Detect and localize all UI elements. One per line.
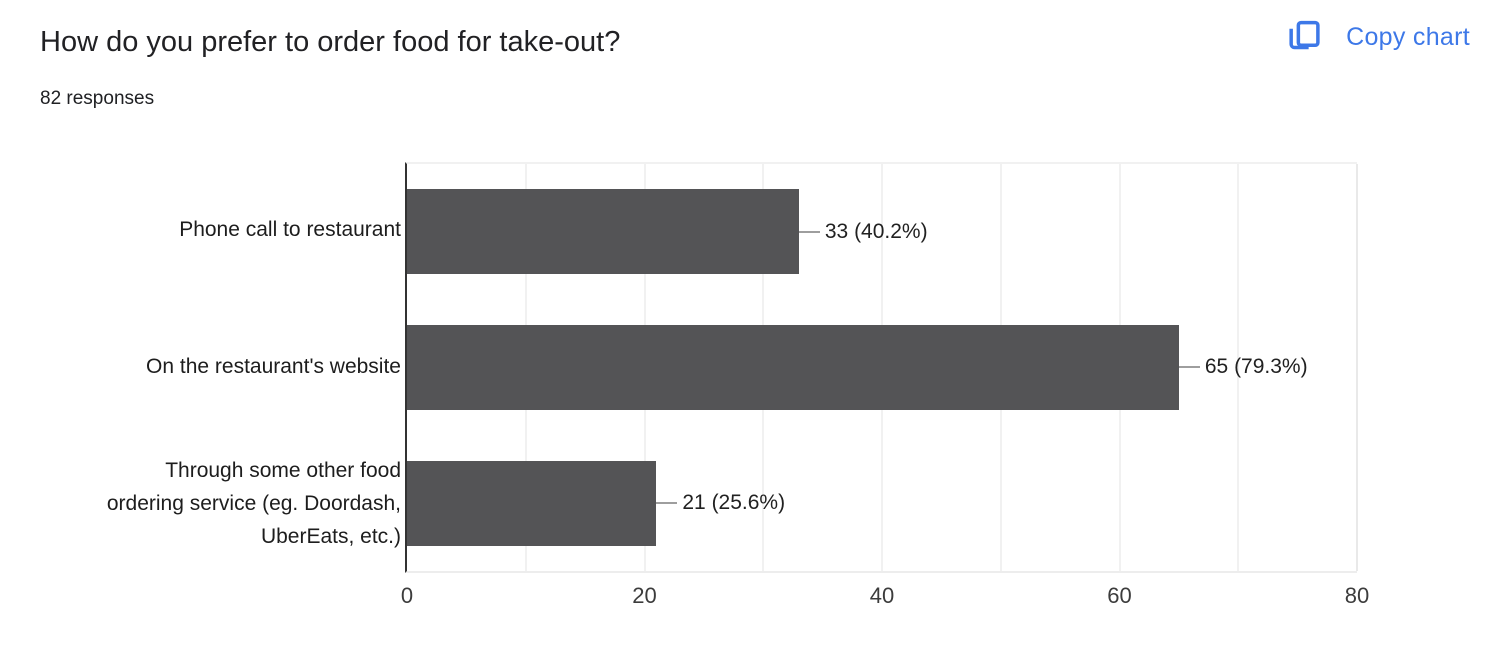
gridline xyxy=(1237,164,1240,571)
category-label: On the restaurant's website xyxy=(146,355,401,379)
x-axis-tick-labels: 0 20 40 60 80 xyxy=(401,583,1369,615)
bar-row: 33 (40.2%) xyxy=(407,164,1357,300)
x-tick-label: 80 xyxy=(1344,583,1370,608)
category-label: Through some other food ordering service… xyxy=(106,459,401,548)
bar[interactable] xyxy=(407,189,799,275)
category-label: Phone call to restaurant xyxy=(179,218,401,242)
bar-value-label: 65 (79.3%) xyxy=(1204,355,1308,379)
bar-row: 65 (79.3%) xyxy=(407,300,1357,436)
plot-area: 33 (40.2%) 65 (79.3%) 21 (25.6%) xyxy=(405,162,1358,573)
question-title: How do you prefer to order food for take… xyxy=(40,26,621,58)
bar[interactable] xyxy=(407,460,657,546)
value-connector-line xyxy=(656,502,678,505)
copy-chart-icon xyxy=(1285,18,1322,56)
copy-chart-label: Copy chart xyxy=(1346,22,1470,51)
value-connector-line xyxy=(798,230,820,233)
x-tick-label: 20 xyxy=(632,583,657,608)
gridline xyxy=(1356,164,1358,571)
responses-count: 82 responses xyxy=(40,88,155,109)
bar-value-label: 33 (40.2%) xyxy=(824,219,928,243)
bar-row: 21 (25.6%) xyxy=(407,435,1357,571)
copy-chart-button[interactable]: Copy chart xyxy=(1283,14,1472,60)
bar-value-label: 21 (25.6%) xyxy=(682,491,786,515)
x-tick-label: 0 xyxy=(400,583,414,608)
bar[interactable] xyxy=(407,324,1179,410)
x-tick-label: 40 xyxy=(869,583,895,608)
category-labels-column: Phone call to restaurant On the restauran… xyxy=(89,162,401,573)
value-connector-line xyxy=(1178,366,1200,369)
x-tick-label: 60 xyxy=(1107,583,1132,608)
